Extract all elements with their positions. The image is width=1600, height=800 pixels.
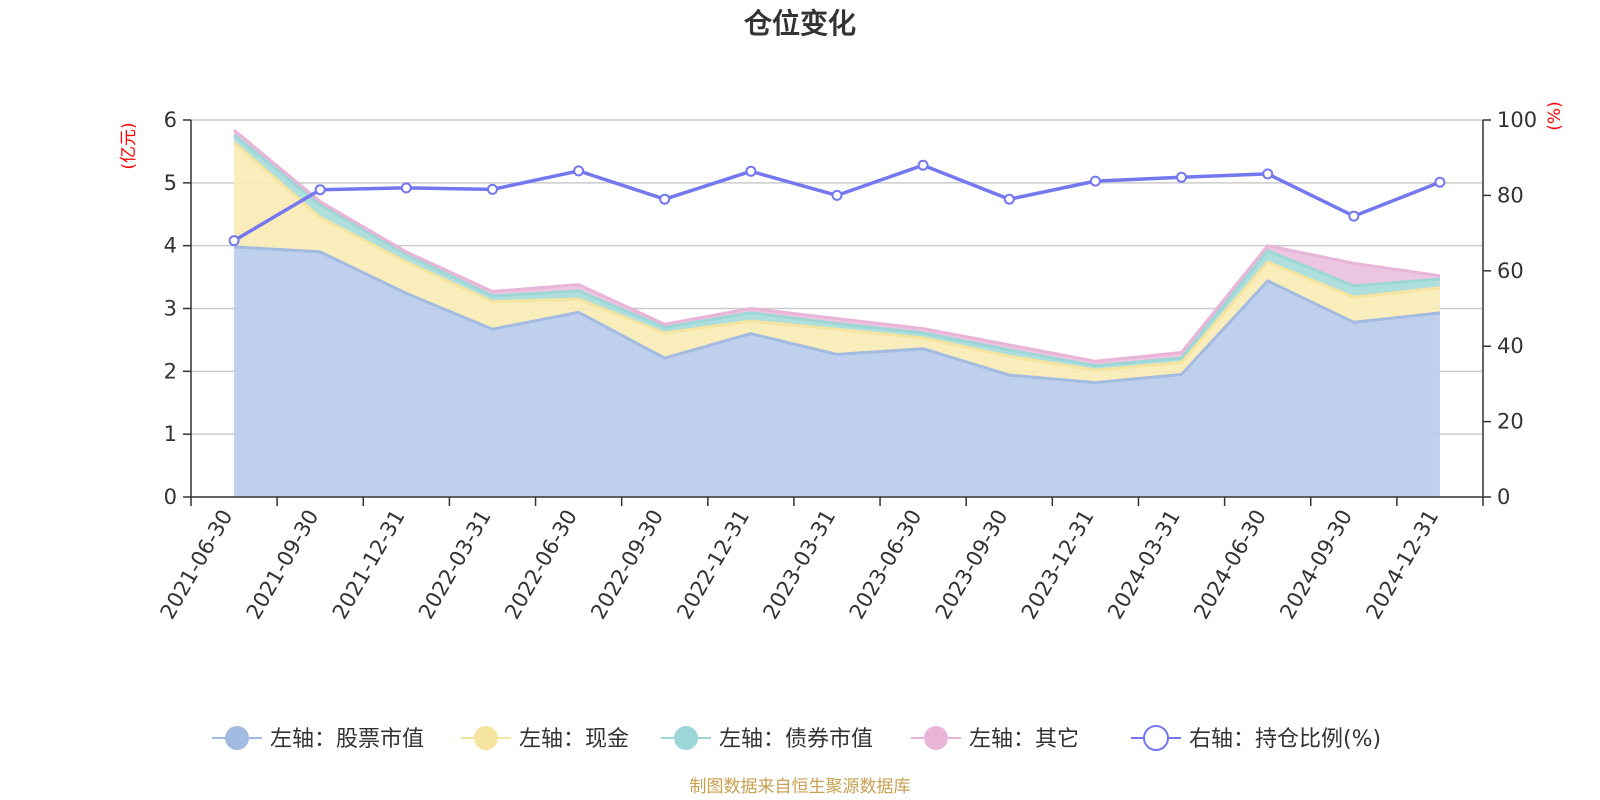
ratio-point — [228, 235, 240, 247]
ratio-line — [233, 163, 1441, 243]
legend-marker-2 — [474, 726, 498, 750]
left-axis-tick-label: 5 — [164, 171, 177, 195]
ratio-point — [400, 182, 412, 194]
area-line-series-3 — [233, 133, 1441, 368]
x-axis-tick-label: 2022-03-31 — [414, 506, 496, 624]
area-series-1 — [234, 246, 1440, 497]
ratio-point — [573, 165, 585, 177]
left-axis-unit: (亿元) — [119, 122, 139, 169]
x-axis-tick-label: 2022-09-30 — [586, 506, 668, 624]
right-axis-tick-label: 80 — [1497, 183, 1524, 207]
ratio-point — [831, 189, 843, 201]
x-axis-tick-label: 2021-12-31 — [328, 506, 410, 624]
legend-label-2: 左轴：现金 — [519, 727, 629, 752]
ratio-point — [1176, 171, 1187, 183]
x-axis-tick-label: 2024-09-30 — [1275, 506, 1357, 624]
x-axis-tick-label: 2023-03-31 — [758, 506, 840, 624]
ratio-point — [487, 183, 498, 195]
x-axis-tick-label: 2024-06-30 — [1189, 506, 1271, 624]
legend-label-1: 左轴：股票市值 — [270, 727, 424, 752]
right-axis-tick-label: 0 — [1497, 485, 1510, 509]
area-line-series-2 — [233, 141, 1441, 372]
right-axis-tick-label: 40 — [1497, 334, 1524, 358]
legend: 左轴：股票市值 左轴：现金 左轴：债券市值 左轴：其它 右轴：持仓比例(%) — [212, 725, 1381, 752]
ratio-point — [314, 184, 326, 196]
area-series-2 — [234, 142, 1440, 383]
area-line-series-4 — [233, 128, 1441, 363]
source-note: 制图数据来自恒生聚源数据库 — [690, 777, 911, 797]
x-axis-tick-label: 2023-12-31 — [1017, 506, 1099, 624]
left-axis-tick-label: 2 — [164, 359, 177, 383]
ratio-point — [1003, 193, 1015, 205]
ratio-points — [228, 159, 1446, 247]
x-axis-tick-label: 2023-09-30 — [931, 506, 1013, 624]
left-axis-tick-label: 6 — [164, 108, 177, 132]
ratio-point — [659, 193, 671, 205]
right-axis-tick-label: 20 — [1497, 410, 1524, 434]
ratio-point — [1262, 168, 1274, 180]
left-axis-tick-label: 0 — [164, 485, 177, 509]
chart-title: 仓位变化 — [744, 7, 856, 40]
ratio-point — [1434, 176, 1446, 188]
ratio-point — [745, 165, 757, 177]
right-axis-unit: (%) — [1545, 101, 1565, 130]
stacked-areas — [234, 130, 1440, 497]
ratio-point — [1089, 175, 1101, 187]
right-axis-tick-label: 60 — [1497, 259, 1524, 283]
left-axis-tick-label: 3 — [164, 297, 177, 321]
series-lines — [233, 128, 1441, 385]
x-axis-tick-label: 2021-06-30 — [156, 506, 238, 624]
legend-label-3: 左轴：债券市值 — [719, 727, 873, 752]
legend-marker-5 — [1143, 725, 1169, 751]
x-axis-tick-label: 2023-06-30 — [845, 506, 927, 624]
legend-label-5: 右轴：持仓比例(%) — [1189, 727, 1381, 752]
left-axis-tick-label: 1 — [164, 422, 177, 446]
x-axis-tick-label: 2022-12-31 — [672, 506, 754, 624]
area-line-series-1 — [234, 245, 1441, 385]
x-axis-tick-label: 2024-12-31 — [1361, 506, 1443, 624]
ratio-point — [1348, 210, 1360, 222]
right-axis-tick-label: 100 — [1497, 108, 1537, 132]
legend-label-4: 左轴：其它 — [969, 727, 1079, 752]
legend-marker-1 — [225, 726, 249, 750]
legend-marker-4 — [924, 726, 948, 750]
ratio-point — [917, 159, 929, 171]
x-axis-tick-label: 2021-09-30 — [242, 506, 324, 624]
legend-marker-3 — [674, 726, 698, 750]
left-axis-tick-label: 4 — [164, 234, 177, 258]
x-axis-tick-label: 2022-06-30 — [500, 506, 582, 624]
x-axis-tick-label: 2024-03-31 — [1103, 506, 1185, 624]
